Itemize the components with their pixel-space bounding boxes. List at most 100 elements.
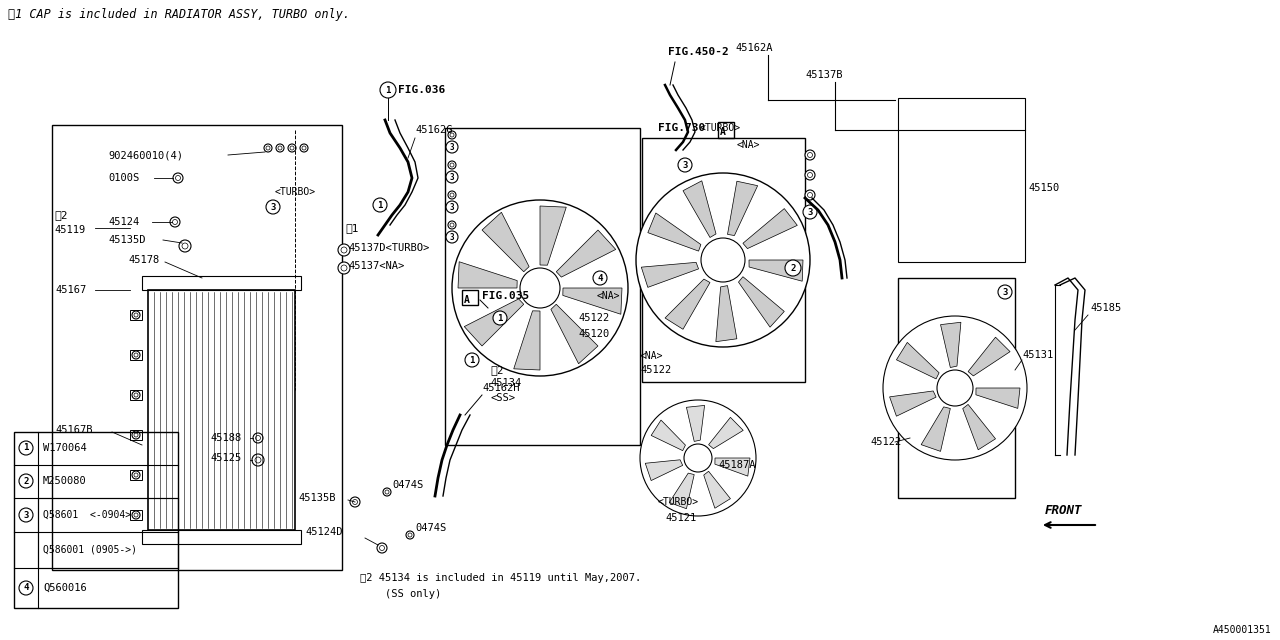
Text: ※1 CAP is included in RADIATOR ASSY, TURBO only.: ※1 CAP is included in RADIATOR ASSY, TUR… [8,8,349,20]
Text: <TURBO>: <TURBO> [700,123,741,133]
Polygon shape [458,262,517,288]
Circle shape [338,262,349,274]
Circle shape [640,400,756,516]
Circle shape [808,152,813,157]
Text: 45185: 45185 [1091,303,1121,313]
Polygon shape [513,311,540,370]
Bar [899,98,1025,262]
Circle shape [448,191,456,199]
Circle shape [465,353,479,367]
Bar [142,530,301,544]
Bar [462,290,477,305]
Text: 45122: 45122 [579,313,609,323]
Circle shape [288,144,296,152]
Circle shape [937,370,973,406]
Circle shape [805,190,815,200]
Circle shape [338,244,349,256]
Text: 45120: 45120 [579,329,609,339]
Polygon shape [963,404,996,450]
Polygon shape [742,209,797,248]
Text: Q560016: Q560016 [44,583,87,593]
Text: 45187A: 45187A [718,460,755,470]
Circle shape [451,133,454,137]
Circle shape [132,511,140,519]
Text: 45131: 45131 [1021,350,1053,360]
Text: <TURBO>: <TURBO> [275,187,316,197]
Polygon shape [645,460,682,481]
Text: ※1: ※1 [346,223,358,233]
Polygon shape [896,342,940,379]
Circle shape [379,545,384,550]
Text: <TURBO>: <TURBO> [658,497,699,507]
Circle shape [451,193,454,197]
Circle shape [340,265,347,271]
Bar [445,128,640,445]
Text: 45137B: 45137B [805,70,842,80]
Circle shape [256,435,261,440]
Bar [131,430,142,440]
Polygon shape [550,304,598,364]
Text: 3: 3 [808,207,813,216]
Text: W170064: W170064 [44,443,87,453]
Text: 3: 3 [1002,287,1007,296]
Circle shape [445,141,458,153]
Text: ※2 45134 is included in 45119 until May,2007.: ※2 45134 is included in 45119 until May,… [360,573,641,583]
Text: ※2: ※2 [490,365,503,375]
Circle shape [182,243,188,249]
Text: 0474S: 0474S [415,523,447,533]
Text: 1: 1 [498,314,503,323]
Bar [131,510,142,520]
Text: 3: 3 [23,511,28,520]
Text: 4: 4 [598,273,603,282]
Text: 45167: 45167 [55,285,86,295]
Text: 45122: 45122 [870,437,901,447]
Text: 3: 3 [449,232,454,241]
Bar [52,125,342,570]
Circle shape [352,499,357,504]
Polygon shape [648,213,701,251]
Circle shape [132,391,140,399]
Circle shape [378,543,387,553]
Bar [14,432,178,608]
Text: 45162A: 45162A [735,43,773,53]
Circle shape [406,531,413,539]
Text: 45124: 45124 [108,217,140,227]
Text: FIG.450-2: FIG.450-2 [668,47,728,57]
Polygon shape [686,405,704,442]
Circle shape [678,158,692,172]
Circle shape [291,146,294,150]
Circle shape [383,488,390,496]
Text: 45121: 45121 [666,513,696,523]
Circle shape [349,497,360,507]
Circle shape [134,393,138,397]
Text: 3: 3 [682,161,687,170]
Text: 45125: 45125 [210,453,241,463]
Circle shape [170,217,180,227]
Text: (SS only): (SS only) [360,589,442,599]
Polygon shape [483,212,529,272]
Circle shape [380,82,396,98]
Circle shape [808,193,813,198]
Text: 4: 4 [23,584,28,593]
Circle shape [134,353,138,357]
Bar [131,350,142,360]
Circle shape [998,285,1012,299]
Text: 1: 1 [378,200,383,209]
Circle shape [785,260,801,276]
Circle shape [278,146,282,150]
Circle shape [132,471,140,479]
Circle shape [445,171,458,183]
Polygon shape [704,471,731,508]
Circle shape [451,223,454,227]
Text: 45150: 45150 [1028,183,1060,193]
Text: 0100S: 0100S [108,173,140,183]
Bar [38,498,178,568]
Circle shape [253,433,262,443]
Polygon shape [975,388,1020,408]
Circle shape [264,144,273,152]
Circle shape [520,268,561,308]
Polygon shape [563,288,622,314]
Bar [142,276,301,290]
Circle shape [493,311,507,325]
Polygon shape [540,206,566,265]
